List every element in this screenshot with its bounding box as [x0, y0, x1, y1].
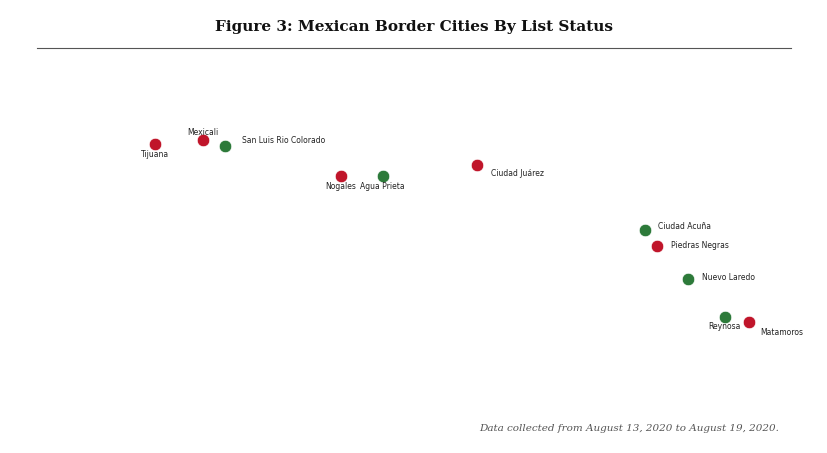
Text: Mexicali: Mexicali	[187, 128, 218, 137]
Text: Matamoros: Matamoros	[759, 328, 802, 337]
Text: Tijuana: Tijuana	[141, 150, 169, 159]
Text: Figure 3: Mexican Border Cities By List Status: Figure 3: Mexican Border Cities By List …	[215, 20, 612, 34]
Text: Data collected from August 13, 2020 to August 19, 2020.: Data collected from August 13, 2020 to A…	[479, 424, 778, 433]
Text: Agua Prieta: Agua Prieta	[360, 182, 404, 191]
Text: Nuevo Laredo: Nuevo Laredo	[701, 273, 754, 282]
Text: San Luis Rio Colorado: San Luis Rio Colorado	[242, 136, 325, 145]
Text: Ciudad Acuña: Ciudad Acuña	[657, 222, 710, 231]
Text: Reynosa: Reynosa	[708, 322, 740, 331]
Text: Nogales: Nogales	[325, 182, 356, 191]
Text: Ciudad Juárez: Ciudad Juárez	[490, 169, 543, 178]
Text: Piedras Negras: Piedras Negras	[670, 241, 728, 250]
